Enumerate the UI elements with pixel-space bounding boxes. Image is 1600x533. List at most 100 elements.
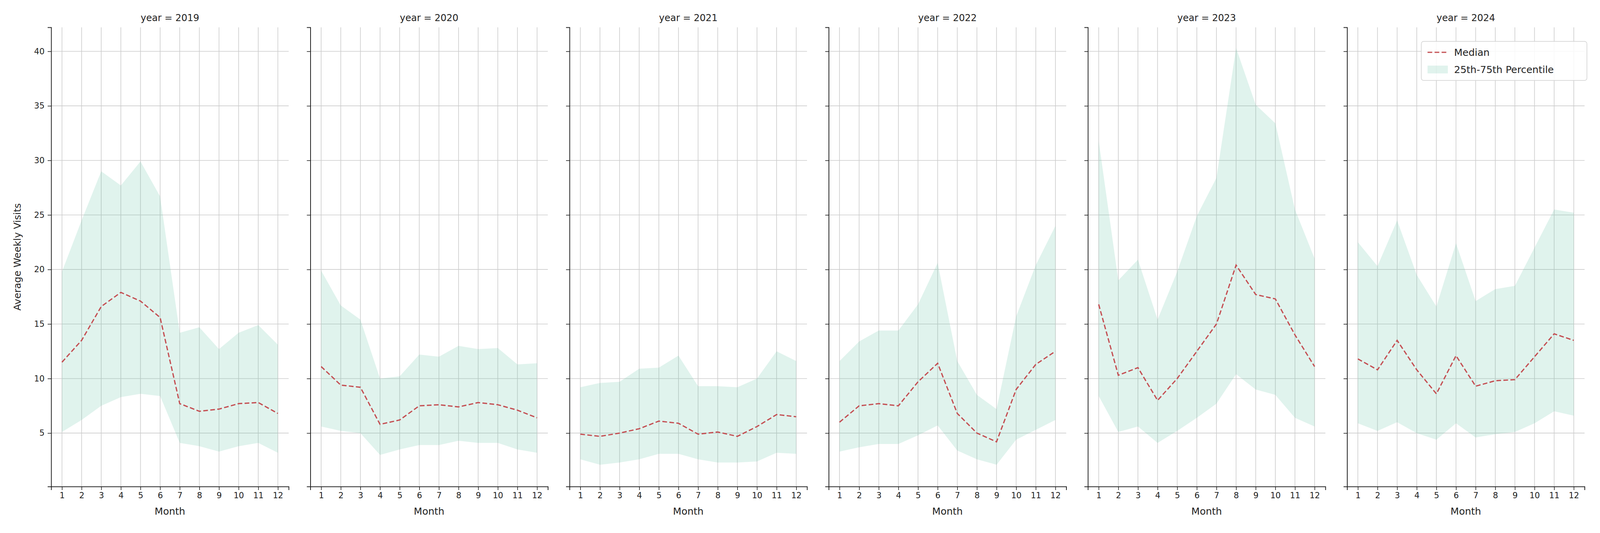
tick xyxy=(307,433,311,434)
tick xyxy=(307,105,311,107)
tick-mark xyxy=(566,105,570,107)
legend: Median25th-75th Percentile xyxy=(1421,41,1588,81)
tick: 4 xyxy=(377,486,383,501)
grid-line xyxy=(569,323,808,325)
plot-area xyxy=(321,270,538,456)
tick-mark xyxy=(47,214,52,216)
tick-label: 3 xyxy=(876,491,882,501)
tick-mark xyxy=(238,486,240,491)
tick-mark xyxy=(566,160,570,161)
plot-area xyxy=(1098,48,1315,443)
tick-label: 15 xyxy=(33,319,45,329)
tick xyxy=(1343,160,1348,161)
tick: 3 xyxy=(617,486,623,501)
tick-mark xyxy=(566,433,570,434)
tick-mark xyxy=(1084,51,1088,52)
tick-mark xyxy=(458,486,460,491)
tick-mark xyxy=(81,486,83,491)
tick: 7 xyxy=(1214,486,1220,501)
tick-label: 10 xyxy=(1270,491,1281,501)
tick-label: 5 xyxy=(1433,491,1440,501)
tick-label: 9 xyxy=(1512,491,1518,501)
tick-label: 10 xyxy=(751,491,763,501)
tick-label: 12 xyxy=(1309,491,1320,501)
grid-line xyxy=(828,160,1067,161)
tick: 1 xyxy=(837,486,843,501)
tick-label: 7 xyxy=(695,491,701,501)
tick-label: 12 xyxy=(1050,491,1061,501)
tick-label: 30 xyxy=(33,155,45,166)
median-line xyxy=(1098,265,1315,401)
tick: 11 xyxy=(1030,486,1042,501)
tick-mark xyxy=(321,486,322,491)
grid-line xyxy=(828,105,1067,107)
tick: 6 xyxy=(935,486,941,501)
tick-mark xyxy=(580,486,581,491)
tick: 7 xyxy=(954,486,960,501)
tick xyxy=(1084,160,1088,161)
tick xyxy=(1343,324,1348,325)
tick-label: 7 xyxy=(1214,491,1220,501)
tick xyxy=(1084,214,1088,216)
tick xyxy=(825,269,829,270)
tick xyxy=(307,269,311,270)
x-axis-line xyxy=(51,487,290,491)
x-axis: 123456789101112 xyxy=(569,486,808,501)
tick: 10 xyxy=(1270,486,1281,501)
tick-label: 12 xyxy=(1568,491,1580,501)
tick-label: 5 xyxy=(656,491,662,501)
tick: 6 xyxy=(1194,486,1200,501)
x-axis-title: Month xyxy=(1450,505,1481,518)
tick-label: 6 xyxy=(935,491,941,501)
percentile-band xyxy=(580,351,797,466)
tick-mark xyxy=(399,486,401,491)
grid xyxy=(828,27,1067,487)
tick-label: 9 xyxy=(734,491,740,501)
tick-label: 7 xyxy=(1473,491,1479,501)
tick-label: 12 xyxy=(532,491,543,501)
y-axis xyxy=(1084,27,1089,488)
x-axis: 123456789101112 xyxy=(828,486,1067,501)
tick: 12 xyxy=(1050,486,1061,501)
percentile-band xyxy=(1357,209,1574,440)
x-axis-line xyxy=(1347,487,1585,491)
tick: 10 xyxy=(233,486,245,501)
grid-line xyxy=(569,160,808,161)
tick-mark xyxy=(47,323,52,325)
tick: 10 xyxy=(1011,486,1022,501)
tick: 10 xyxy=(492,486,504,501)
tick-mark xyxy=(898,486,900,491)
plot-area xyxy=(1357,209,1574,440)
tick-label: 4 xyxy=(1155,491,1161,501)
tick-label: 6 xyxy=(676,491,682,501)
tick-mark xyxy=(1343,105,1348,107)
tick-mark xyxy=(1176,486,1178,491)
grid-line xyxy=(310,105,549,107)
grid-line xyxy=(51,160,289,161)
grid-line xyxy=(1087,432,1326,434)
tick-label: 4 xyxy=(1414,491,1420,501)
tick xyxy=(566,51,570,52)
tick-mark xyxy=(1343,323,1348,325)
tick: 11 xyxy=(771,486,783,501)
tick-mark xyxy=(1255,486,1257,491)
tick-label: 20 xyxy=(33,264,45,275)
tick-mark xyxy=(825,105,829,107)
panel: 123456789101112year = 2022Month xyxy=(825,12,1067,518)
tick: 6 xyxy=(676,486,682,501)
tick-mark xyxy=(1294,486,1296,491)
x-axis-line xyxy=(828,487,1067,491)
tick-mark xyxy=(1534,486,1536,491)
tick: 20 xyxy=(33,264,52,275)
grid-line xyxy=(1347,432,1585,434)
tick xyxy=(566,269,570,270)
tick xyxy=(1343,105,1348,107)
tick: 3 xyxy=(357,486,363,501)
tick-mark xyxy=(1084,105,1088,107)
tick-mark xyxy=(1084,160,1088,161)
tick-label: 8 xyxy=(715,491,721,501)
tick-label: 3 xyxy=(1135,491,1141,501)
tick-mark xyxy=(917,486,919,491)
tick: 1 xyxy=(59,486,65,501)
tick-mark xyxy=(47,433,52,434)
